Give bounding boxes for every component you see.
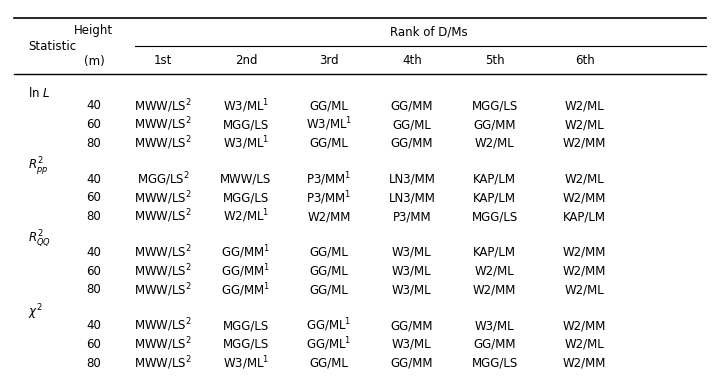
Text: GG/MM$^{1}$: GG/MM$^{1}$ bbox=[222, 262, 271, 280]
Text: KAP/LM: KAP/LM bbox=[473, 192, 516, 204]
Text: GG/ML: GG/ML bbox=[310, 246, 348, 259]
Text: W2/ML$^{1}$: W2/ML$^{1}$ bbox=[222, 208, 269, 225]
Text: 40: 40 bbox=[86, 246, 102, 259]
Text: GG/MM: GG/MM bbox=[474, 118, 516, 131]
Text: 80: 80 bbox=[86, 137, 102, 150]
Text: ln $L$: ln $L$ bbox=[28, 86, 50, 100]
Text: MGG/LS: MGG/LS bbox=[472, 357, 518, 370]
Text: W2/MM: W2/MM bbox=[563, 319, 606, 332]
Text: 40: 40 bbox=[86, 319, 102, 332]
Text: Height: Height bbox=[74, 24, 114, 37]
Text: LN3/MM: LN3/MM bbox=[388, 173, 436, 185]
Text: 40: 40 bbox=[86, 173, 102, 185]
Text: Statistic: Statistic bbox=[28, 40, 76, 53]
Text: 2nd: 2nd bbox=[235, 54, 257, 66]
Text: W3/ML: W3/ML bbox=[392, 284, 432, 296]
Text: W2/ML: W2/ML bbox=[564, 99, 605, 112]
Text: GG/ML: GG/ML bbox=[310, 284, 348, 296]
Text: 60: 60 bbox=[86, 338, 102, 351]
Text: MWW/LS$^{2}$: MWW/LS$^{2}$ bbox=[134, 135, 192, 152]
Text: LN3/MM: LN3/MM bbox=[388, 192, 436, 204]
Text: W3/ML: W3/ML bbox=[392, 265, 432, 277]
Text: 60: 60 bbox=[86, 192, 102, 204]
Text: W2/ML: W2/ML bbox=[564, 284, 605, 296]
Text: P3/MM$^{1}$: P3/MM$^{1}$ bbox=[306, 189, 351, 207]
Text: GG/MM$^{1}$: GG/MM$^{1}$ bbox=[222, 244, 271, 261]
Text: W2/ML: W2/ML bbox=[475, 265, 515, 277]
Text: MWW/LS$^{2}$: MWW/LS$^{2}$ bbox=[134, 336, 192, 353]
Text: 80: 80 bbox=[86, 357, 102, 370]
Text: GG/MM: GG/MM bbox=[390, 99, 433, 112]
Text: W3/ML$^{1}$: W3/ML$^{1}$ bbox=[222, 354, 269, 372]
Text: MWW/LS$^{2}$: MWW/LS$^{2}$ bbox=[134, 244, 192, 261]
Text: W3/ML: W3/ML bbox=[475, 319, 515, 332]
Text: 40: 40 bbox=[86, 99, 102, 112]
Text: 60: 60 bbox=[86, 118, 102, 131]
Text: P3/MM$^{1}$: P3/MM$^{1}$ bbox=[306, 170, 351, 188]
Text: GG/ML: GG/ML bbox=[310, 99, 348, 112]
Text: MWW/LS$^{2}$: MWW/LS$^{2}$ bbox=[134, 281, 192, 299]
Text: GG/MM: GG/MM bbox=[390, 319, 433, 332]
Text: GG/MM$^{1}$: GG/MM$^{1}$ bbox=[222, 281, 271, 299]
Text: W2/MM: W2/MM bbox=[563, 137, 606, 150]
Text: W2/ML: W2/ML bbox=[564, 118, 605, 131]
Text: W3/ML$^{1}$: W3/ML$^{1}$ bbox=[222, 97, 269, 115]
Text: KAP/LM: KAP/LM bbox=[563, 210, 606, 223]
Text: GG/ML: GG/ML bbox=[392, 118, 431, 131]
Text: KAP/LM: KAP/LM bbox=[473, 246, 516, 259]
Text: W3/ML: W3/ML bbox=[392, 246, 432, 259]
Text: GG/MM: GG/MM bbox=[390, 357, 433, 370]
Text: MGG/LS: MGG/LS bbox=[222, 338, 269, 351]
Text: W2/MM: W2/MM bbox=[563, 265, 606, 277]
Text: W2/ML: W2/ML bbox=[564, 173, 605, 185]
Text: 80: 80 bbox=[86, 210, 102, 223]
Text: W2/MM: W2/MM bbox=[563, 192, 606, 204]
Text: MWW/LS$^{2}$: MWW/LS$^{2}$ bbox=[134, 116, 192, 133]
Text: GG/ML$^{1}$: GG/ML$^{1}$ bbox=[306, 317, 351, 334]
Text: W3/ML$^{1}$: W3/ML$^{1}$ bbox=[306, 116, 352, 133]
Text: $\chi^{2}$: $\chi^{2}$ bbox=[28, 303, 42, 322]
Text: MGG/LS: MGG/LS bbox=[222, 319, 269, 332]
Text: W2/MM: W2/MM bbox=[563, 246, 606, 259]
Text: GG/MM: GG/MM bbox=[474, 338, 516, 351]
Text: MGG/LS: MGG/LS bbox=[222, 118, 269, 131]
Text: Rank of D/Ms: Rank of D/Ms bbox=[390, 26, 468, 38]
Text: MGG/LS$^{2}$: MGG/LS$^{2}$ bbox=[137, 170, 189, 188]
Text: MWW/LS$^{2}$: MWW/LS$^{2}$ bbox=[134, 354, 192, 372]
Text: KAP/LM: KAP/LM bbox=[473, 173, 516, 185]
Text: 60: 60 bbox=[86, 265, 102, 277]
Text: GG/MM: GG/MM bbox=[390, 137, 433, 150]
Text: MGG/LS: MGG/LS bbox=[472, 210, 518, 223]
Text: W2/MM: W2/MM bbox=[473, 284, 516, 296]
Text: W3/ML: W3/ML bbox=[392, 338, 432, 351]
Text: $R_{QQ}^{2}$: $R_{QQ}^{2}$ bbox=[28, 229, 51, 250]
Text: MGG/LS: MGG/LS bbox=[472, 99, 518, 112]
Text: MWW/LS$^{2}$: MWW/LS$^{2}$ bbox=[134, 97, 192, 115]
Text: 3rd: 3rd bbox=[319, 54, 338, 66]
Text: 5th: 5th bbox=[485, 54, 505, 66]
Text: GG/ML: GG/ML bbox=[310, 137, 348, 150]
Text: W2/ML: W2/ML bbox=[564, 338, 605, 351]
Text: MGG/LS: MGG/LS bbox=[222, 192, 269, 204]
Text: GG/ML: GG/ML bbox=[310, 265, 348, 277]
Text: MWW/LS$^{2}$: MWW/LS$^{2}$ bbox=[134, 208, 192, 225]
Text: (m): (m) bbox=[84, 55, 104, 68]
Text: W2/MM: W2/MM bbox=[307, 210, 351, 223]
Text: P3/MM: P3/MM bbox=[392, 210, 431, 223]
Text: GG/ML: GG/ML bbox=[310, 357, 348, 370]
Text: MWW/LS: MWW/LS bbox=[220, 173, 271, 185]
Text: W2/ML: W2/ML bbox=[475, 137, 515, 150]
Text: $R_{pp}^{2}$: $R_{pp}^{2}$ bbox=[28, 155, 48, 177]
Text: 4th: 4th bbox=[402, 54, 422, 66]
Text: MWW/LS$^{2}$: MWW/LS$^{2}$ bbox=[134, 262, 192, 280]
Text: MWW/LS$^{2}$: MWW/LS$^{2}$ bbox=[134, 189, 192, 207]
Text: 6th: 6th bbox=[575, 54, 595, 66]
Text: 80: 80 bbox=[86, 284, 102, 296]
Text: W2/MM: W2/MM bbox=[563, 357, 606, 370]
Text: MWW/LS$^{2}$: MWW/LS$^{2}$ bbox=[134, 317, 192, 334]
Text: 1st: 1st bbox=[154, 54, 172, 66]
Text: W3/ML$^{1}$: W3/ML$^{1}$ bbox=[222, 135, 269, 152]
Text: GG/ML$^{1}$: GG/ML$^{1}$ bbox=[306, 336, 351, 353]
